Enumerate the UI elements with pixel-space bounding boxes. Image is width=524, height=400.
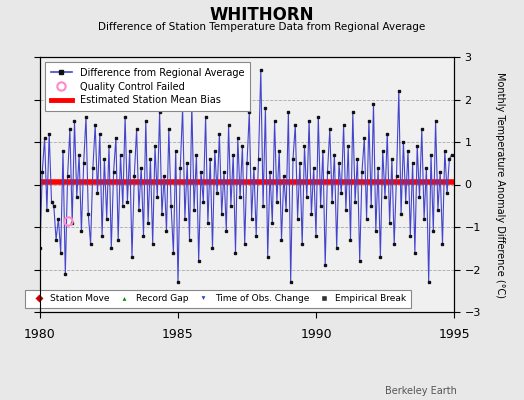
Text: 1995: 1995 bbox=[438, 328, 470, 341]
Text: Berkeley Earth: Berkeley Earth bbox=[385, 386, 456, 396]
Text: 1985: 1985 bbox=[162, 328, 194, 341]
Y-axis label: Monthly Temperature Anomaly Difference (°C): Monthly Temperature Anomaly Difference (… bbox=[495, 72, 505, 298]
Text: 1980: 1980 bbox=[24, 328, 56, 341]
Text: WHITHORN: WHITHORN bbox=[210, 6, 314, 24]
Legend: Station Move, Record Gap, Time of Obs. Change, Empirical Break: Station Move, Record Gap, Time of Obs. C… bbox=[25, 290, 411, 308]
Text: Difference of Station Temperature Data from Regional Average: Difference of Station Temperature Data f… bbox=[99, 22, 425, 32]
Text: 1990: 1990 bbox=[300, 328, 332, 341]
